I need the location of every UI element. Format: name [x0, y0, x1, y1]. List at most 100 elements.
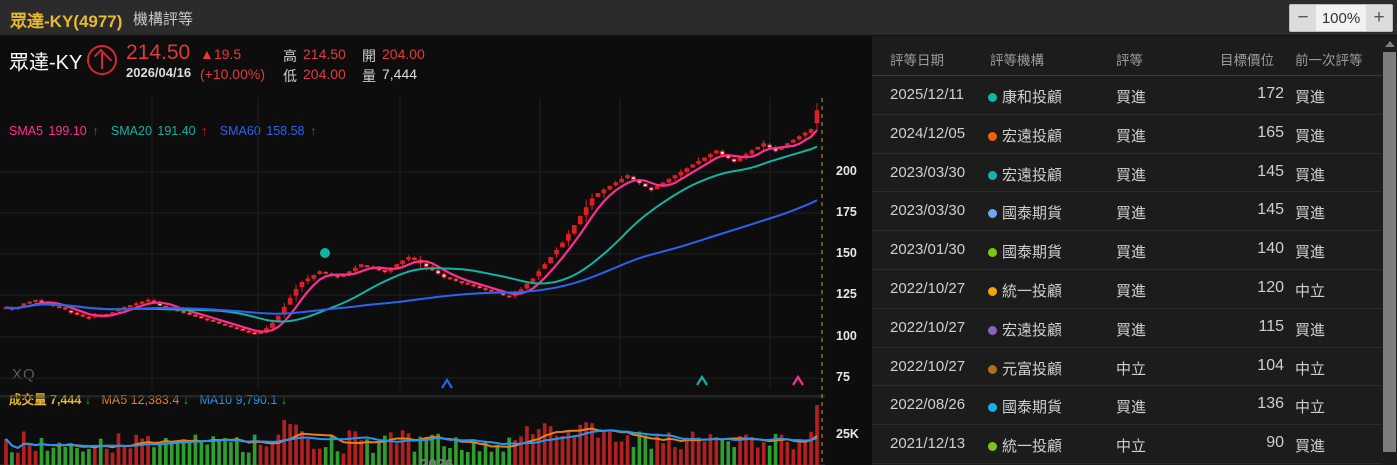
ma-legend: SMA5 199.10 ↑ SMA20 191.40 ↑ SMA60 158.5… [9, 124, 318, 138]
cell-rating: 買進 [1116, 127, 1147, 145]
sma60-arrow-icon: ↑ [310, 124, 317, 138]
organization-color-dot-icon [988, 93, 997, 102]
cell-organization: 宏遠投顧 [1002, 127, 1063, 145]
table-header: 評等日期 評等機構 評等 目標價位 前一次評等 [872, 36, 1397, 76]
sma60-value: 158.58 [266, 124, 305, 138]
column-header-prev[interactable]: 前一次評等 [1295, 53, 1363, 68]
cell-date: 2023/01/30 [890, 241, 966, 259]
cell-target-price: 136 [1257, 395, 1284, 413]
table-row[interactable]: 2023/03/30 宏遠投顧 買進 145 買進 [872, 154, 1397, 193]
cell-rating: 買進 [1116, 321, 1147, 339]
year-divider-label: 2026 [420, 456, 454, 465]
volume-value: 7,444 [382, 66, 418, 82]
price-tick-150: 150 [836, 246, 857, 260]
price-change: ▲19.5 [200, 46, 242, 62]
table-row[interactable]: 2022/10/27 宏遠投顧 買進 115 買進 [872, 309, 1397, 348]
table-row[interactable]: 2023/03/30 國泰期貨 買進 145 買進 [872, 192, 1397, 232]
chart-pane[interactable]: 眾達-KY 214.50 2026/04/16 ▲19.5 (+10.00%) … [0, 36, 872, 465]
scroll-up-icon[interactable] [1382, 37, 1397, 51]
zoom-in-button[interactable]: + [1366, 5, 1392, 31]
organization-color-dot-icon [988, 131, 997, 141]
cell-rating: 買進 [1116, 166, 1147, 184]
price-tick-75: 75 [836, 370, 850, 384]
sma5-value: 199.10 [48, 124, 87, 138]
sma5-label: SMA5 [9, 124, 44, 138]
cell-target-price: 145 [1257, 201, 1284, 219]
cell-date: 2021/12/13 [890, 435, 966, 453]
volume-bars [4, 405, 819, 465]
sma60-label: SMA60 [219, 124, 261, 138]
price-volume-chart[interactable] [0, 98, 825, 465]
cell-previous-rating: 中立 [1295, 282, 1326, 300]
cell-date: 2022/10/27 [890, 318, 966, 336]
zoom-out-button[interactable]: − [1290, 5, 1316, 31]
column-header-date[interactable]: 評等日期 [890, 53, 944, 68]
sma5-arrow-icon: ↑ [92, 124, 99, 138]
volume-label: 量 [362, 68, 376, 84]
cell-target-price: 165 [1257, 123, 1284, 141]
cell-date: 2022/10/27 [890, 357, 966, 375]
cell-organization: 元富投顧 [1002, 360, 1063, 378]
cell-target-price: 90 [1266, 434, 1284, 452]
cell-target-price: 120 [1257, 278, 1284, 296]
cell-organization: 宏遠投顧 [1002, 321, 1063, 339]
cell-date: 2024/12/05 [890, 124, 966, 142]
cell-rating: 買進 [1116, 399, 1147, 417]
table-row[interactable]: 2022/10/27 元富投顧 中立 104 中立 [872, 348, 1397, 387]
ratings-table-pane[interactable]: 評等日期 評等機構 評等 目標價位 前一次評等 2025/12/11 康和投顧 買進 172 買… [872, 36, 1397, 465]
table-row[interactable]: 2025/12/11 康和投顧 買進 172 買進 [872, 76, 1397, 115]
price-axis: 200 175 150 125 100 75 25K [836, 98, 872, 465]
cell-target-price: 145 [1257, 162, 1284, 180]
table-row[interactable]: 2021/12/13 統一投顧 中立 90 買進 [872, 425, 1397, 464]
low-value: 204.00 [303, 66, 346, 82]
cell-date: 2022/08/26 [890, 396, 966, 414]
table-row[interactable]: 2022/08/26 國泰期貨 買進 136 中立 [872, 386, 1397, 426]
cell-organization: 國泰期貨 [1002, 399, 1063, 417]
cell-previous-rating: 買進 [1295, 205, 1326, 223]
quote-date: 2026/04/16 [126, 65, 192, 80]
table-scrollbar[interactable] [1382, 36, 1397, 465]
organization-color-dot-icon [988, 403, 997, 413]
column-header-org[interactable]: 評等機構 [990, 53, 1044, 68]
organization-color-dot-icon [988, 325, 997, 335]
cell-date: 2022/10/27 [890, 279, 966, 297]
vol-ma10-arrow-icon: ↓ [280, 393, 288, 407]
table-row[interactable]: 2024/12/05 宏遠投顧 買進 165 買進 [872, 115, 1397, 154]
cell-previous-rating: 買進 [1295, 89, 1326, 106]
cell-previous-rating: 買進 [1295, 438, 1326, 456]
cell-organization: 康和投顧 [1002, 89, 1063, 106]
cell-rating: 中立 [1116, 360, 1147, 378]
moving-average-lines [5, 129, 818, 333]
zoom-control[interactable]: − 100% + [1289, 4, 1393, 32]
vol-ma5-arrow-icon: ↓ [182, 393, 190, 407]
last-price: 214.50 [126, 41, 191, 64]
organization-color-dot-icon [988, 170, 997, 180]
cell-previous-rating: 買進 [1295, 321, 1326, 339]
volume-arrow-icon: ↓ [84, 393, 92, 407]
cell-target-price: 140 [1257, 240, 1284, 258]
cell-previous-rating: 買進 [1295, 127, 1326, 145]
table-row[interactable]: 2023/01/30 國泰期貨 買進 140 買進 [872, 231, 1397, 270]
quote-summary: 眾達-KY 214.50 2026/04/16 ▲19.5 (+10.00%) … [0, 36, 872, 84]
sma20-value: 191.40 [157, 124, 196, 138]
column-header-rating[interactable]: 評等 [1116, 53, 1143, 68]
high-value: 214.50 [303, 46, 346, 62]
organization-color-dot-icon [988, 364, 997, 374]
xq-watermark: XQ [12, 366, 36, 383]
low-label: 低 [283, 68, 297, 84]
cell-rating: 買進 [1116, 89, 1147, 106]
cell-target-price: 115 [1258, 317, 1284, 335]
column-header-target[interactable]: 目標價位 [1220, 53, 1274, 68]
cell-date: 2023/03/30 [890, 163, 966, 181]
page-subtitle: 機構評等 [133, 11, 194, 28]
cell-previous-rating: 買進 [1295, 244, 1326, 262]
scrollbar-thumb[interactable] [1383, 52, 1396, 452]
chart-gridlines [0, 98, 825, 465]
page-title: 眾達-KY(4977) [10, 12, 123, 31]
cell-organization: 國泰期貨 [1002, 244, 1063, 262]
chart-markers [320, 248, 804, 389]
table-row[interactable]: 2022/10/27 統一投顧 買進 120 中立 [872, 270, 1397, 309]
table-body: 2025/12/11 康和投顧 買進 172 買進 2024/12/05 宏遠投顧 買進 165… [872, 76, 1397, 464]
price-change-percent: (+10.00%) [200, 66, 265, 82]
